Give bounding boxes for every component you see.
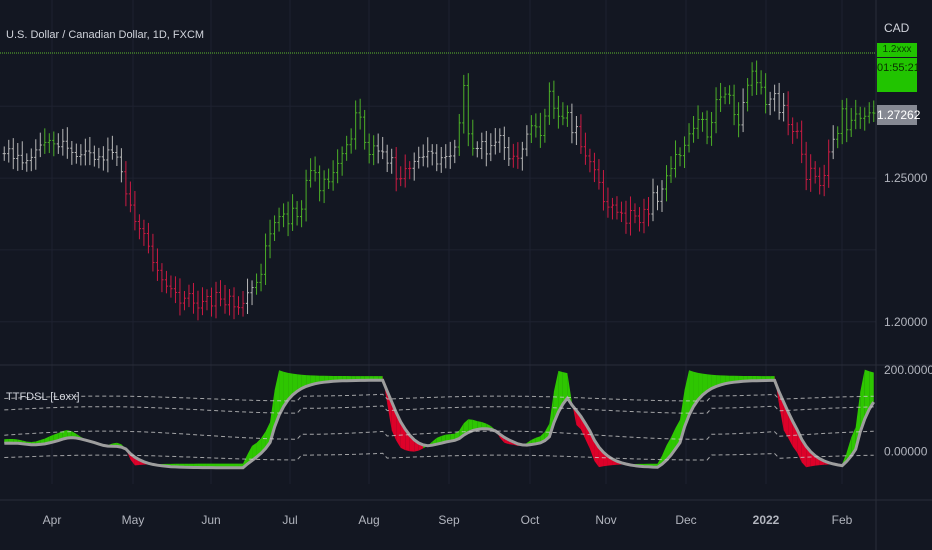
level-middle (4, 430, 874, 440)
indicator-title[interactable]: TTFDSL [Loxx] (6, 391, 80, 403)
oscillator-fill-segment (463, 419, 469, 436)
oscillator-signal-line (4, 378, 875, 470)
oscillator-fill-segment (558, 370, 563, 413)
price-axis-label: 1.25000 (884, 171, 928, 185)
oscillator-fill-segment (869, 371, 874, 410)
time-axis-label: May (122, 513, 145, 527)
oscillator-fill-segment (707, 374, 712, 392)
countdown-timer-tag: 01:55:21 (877, 58, 920, 92)
level-upper (4, 405, 874, 414)
oscillator-fill-segment (716, 375, 721, 387)
oscillator-fill-segment (279, 370, 284, 416)
oscillator-fill-segment (283, 371, 289, 407)
currency-label: CAD (884, 21, 910, 35)
oscillator-fill-segment (689, 370, 694, 416)
oscillator-fill-segment (472, 419, 478, 431)
symbol-title[interactable]: U.S. Dollar / Canadian Dollar, 1D, FXCM (6, 29, 205, 41)
price-tag-partial: 1.2xxx (877, 43, 917, 57)
time-axis-label: Nov (595, 513, 616, 527)
oscillator-fill-segment (774, 376, 780, 405)
oscillator-fill-segment (477, 421, 482, 430)
time-axis-label: Dec (675, 513, 696, 527)
oscillator-fill-segment (562, 372, 568, 405)
oscillator-fill-segment (860, 369, 865, 433)
indicator-axis-label: 0.00000 (884, 444, 928, 458)
oscillator-fill-segment (292, 373, 298, 395)
oscillator-fill-segment (301, 374, 307, 389)
time-axis-label: Feb (832, 513, 853, 527)
oscillator-fill-segment (297, 374, 302, 392)
level-lower (4, 452, 874, 461)
time-axis-label: Aug (358, 513, 379, 527)
oscillator-fill-segment (468, 419, 473, 433)
oscillator-fill-segment (698, 372, 703, 400)
last-price-tag: 1.27262 (877, 105, 920, 125)
oscillator-fill-segment (288, 372, 293, 400)
oscillator-fill-segment (702, 373, 708, 396)
price-axis-label: 1.20000 (884, 315, 928, 329)
indicator-axis-label: 200.00000 (884, 363, 932, 377)
oscillator-fill-segment (481, 422, 487, 429)
oscillator-fill-segment (571, 402, 577, 425)
time-axis-label: Jul (282, 513, 297, 527)
time-axis-label: Oct (521, 513, 540, 527)
time-axis-label: Apr (43, 513, 62, 527)
oscillator-fill-segment (306, 375, 311, 387)
oscillator-fill-segment (711, 374, 717, 389)
time-axis-label: Sep (438, 513, 460, 527)
oscillator-fill-segment (693, 371, 699, 407)
time-axis-label: Jun (201, 513, 220, 527)
level-upper-upper (4, 393, 874, 402)
time-axis-label: 2022 (753, 513, 780, 527)
